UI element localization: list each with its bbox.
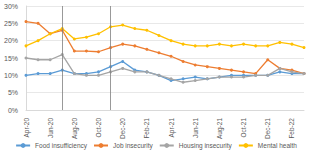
svg-text:Dec-21: Dec-21	[264, 118, 271, 139]
svg-text:Oct-20: Oct-20	[95, 118, 102, 138]
svg-text:Job insecurity: Job insecurity	[113, 142, 153, 150]
svg-text:5%: 5%	[8, 89, 18, 96]
svg-text:Feb-22: Feb-22	[288, 118, 295, 139]
svg-text:Apr-20: Apr-20	[23, 118, 31, 138]
svg-text:Feb-21: Feb-21	[143, 118, 150, 139]
svg-text:Dec-20: Dec-20	[119, 118, 126, 139]
svg-text:15%: 15%	[4, 55, 18, 62]
svg-text:Mental health: Mental health	[258, 142, 297, 149]
svg-text:Apr-21: Apr-21	[168, 118, 176, 138]
svg-text:30%: 30%	[4, 3, 18, 10]
svg-text:Jun-21: Jun-21	[192, 118, 199, 138]
svg-text:Aug-21: Aug-21	[216, 118, 224, 139]
svg-text:Oct-21: Oct-21	[240, 118, 247, 138]
svg-text:10%: 10%	[4, 72, 18, 79]
svg-text:25%: 25%	[4, 20, 18, 27]
svg-text:Aug-20: Aug-20	[71, 118, 79, 139]
svg-text:Housing insecurity: Housing insecurity	[179, 142, 233, 150]
svg-text:20%: 20%	[4, 37, 18, 44]
svg-text:Jun-20: Jun-20	[47, 118, 54, 138]
svg-text:Food insufficiency: Food insufficiency	[35, 142, 88, 150]
svg-text:0%: 0%	[8, 107, 18, 114]
